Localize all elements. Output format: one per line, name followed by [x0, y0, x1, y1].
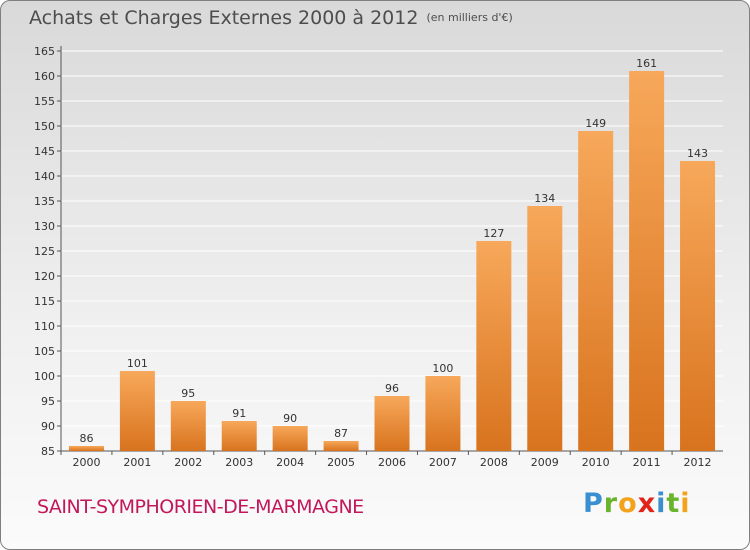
- bar: [476, 241, 512, 451]
- x-tick-label: 2008: [480, 456, 508, 469]
- y-tick-label: 165: [34, 45, 55, 58]
- y-tick-label: 110: [34, 320, 55, 333]
- x-tick-label: 2012: [684, 456, 712, 469]
- x-tick-label: 2009: [531, 456, 559, 469]
- y-tick-label: 125: [34, 245, 55, 258]
- x-tick-label: 2004: [276, 456, 304, 469]
- chart-title: Achats et Charges Externes 2000 à 2012 (e…: [29, 7, 513, 29]
- y-tick-label: 135: [34, 195, 55, 208]
- bar: [323, 441, 359, 451]
- x-tick-label: 2005: [327, 456, 355, 469]
- bar: [680, 161, 716, 451]
- logo-letter: t: [666, 488, 681, 519]
- y-tick-label: 115: [34, 295, 55, 308]
- logo-letter: o: [618, 488, 638, 519]
- bar: [119, 371, 155, 451]
- bar: [527, 206, 563, 451]
- y-tick-label: 100: [34, 370, 55, 383]
- bar-value-label: 134: [534, 192, 555, 205]
- y-tick-label: 120: [34, 270, 55, 283]
- proxiti-logo: Proxiti: [583, 488, 691, 519]
- bar-value-label: 90: [283, 412, 297, 425]
- unit-label: (en milliers d'€): [426, 11, 513, 24]
- y-tick-label: 85: [41, 445, 55, 458]
- y-tick-label: 160: [34, 70, 55, 83]
- x-tick-label: 2011: [633, 456, 661, 469]
- bar-value-label: 127: [483, 227, 504, 240]
- bar: [68, 446, 104, 451]
- bar-value-label: 100: [432, 362, 453, 375]
- x-tick-label: 2002: [174, 456, 202, 469]
- y-tick-label: 145: [34, 145, 55, 158]
- logo-letter: P: [583, 488, 604, 519]
- x-tick-label: 2010: [582, 456, 610, 469]
- x-tick-label: 2000: [72, 456, 100, 469]
- bar: [272, 426, 308, 451]
- y-tick-label: 95: [41, 395, 55, 408]
- bar-value-label: 161: [636, 57, 657, 70]
- bar: [170, 401, 206, 451]
- bar-value-label: 101: [127, 357, 148, 370]
- y-tick-label: 155: [34, 95, 55, 108]
- bar-value-label: 143: [687, 147, 708, 160]
- title-text: Achats et Charges Externes 2000 à 2012: [29, 7, 419, 29]
- y-tick-label: 150: [34, 120, 55, 133]
- bar: [374, 396, 410, 451]
- bar-value-label: 86: [79, 432, 93, 445]
- city-name: SAINT-SYMPHORIEN-DE-MARMAGNE: [37, 496, 364, 518]
- bar-value-label: 149: [585, 117, 606, 130]
- logo-letter: r: [603, 488, 619, 519]
- logo-letter: i: [680, 488, 691, 519]
- bar-value-label: 87: [334, 427, 348, 440]
- bar: [629, 71, 665, 451]
- bar: [578, 131, 614, 451]
- y-tick-label: 140: [34, 170, 55, 183]
- bar-value-label: 96: [385, 382, 399, 395]
- logo-letter: x: [637, 488, 657, 519]
- bar-value-label: 95: [181, 387, 195, 400]
- y-tick-label: 90: [41, 420, 55, 433]
- bar: [425, 376, 461, 451]
- y-tick-label: 105: [34, 345, 55, 358]
- logo-letter: i: [656, 488, 667, 519]
- x-tick-label: 2003: [225, 456, 253, 469]
- x-tick-label: 2007: [429, 456, 457, 469]
- bar: [221, 421, 257, 451]
- x-tick-label: 2006: [378, 456, 406, 469]
- x-tick-label: 2001: [123, 456, 151, 469]
- bar-value-label: 91: [232, 407, 246, 420]
- y-tick-label: 130: [34, 220, 55, 233]
